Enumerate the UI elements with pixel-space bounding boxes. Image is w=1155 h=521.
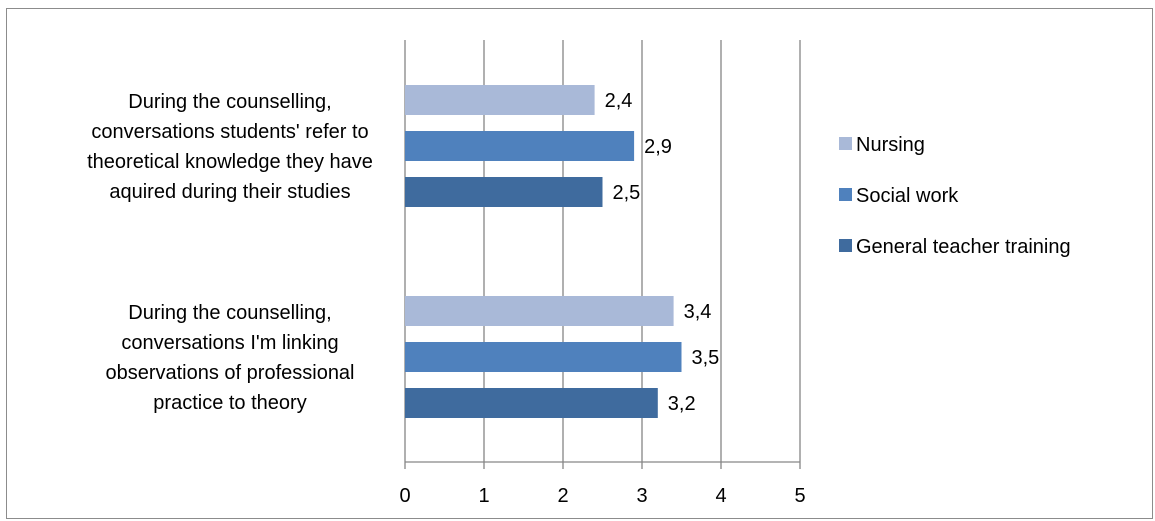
bar [405, 131, 635, 161]
legend-swatch [839, 188, 852, 201]
data-labels: 2,4 2,9 2,5 3,4 3,5 3,2 [605, 90, 720, 415]
legend-swatch [839, 137, 852, 150]
category-label: During the counselling, [128, 91, 331, 113]
x-tick-label: 1 [478, 485, 489, 507]
data-label: 2,5 [613, 182, 641, 204]
data-label: 3,4 [684, 301, 712, 323]
x-tick-label: 5 [794, 485, 805, 507]
legend-label: Social work [856, 185, 959, 207]
legend-label: General teacher training [856, 236, 1071, 258]
bar [405, 177, 603, 207]
bar [405, 85, 595, 115]
x-tick-label: 2 [557, 485, 568, 507]
bars [405, 85, 682, 418]
data-label: 2,4 [605, 90, 633, 112]
category-label: During the counselling, [128, 302, 331, 324]
bar [405, 296, 674, 326]
category-label: theoretical knowledge they have [87, 151, 373, 173]
x-tick-label: 3 [636, 485, 647, 507]
category-label: aquired during their studies [109, 181, 350, 203]
bar [405, 342, 682, 372]
category-label: conversations I'm linking [121, 332, 338, 354]
category-label: conversations students' refer to [91, 121, 368, 143]
data-label: 3,2 [668, 393, 696, 415]
legend-swatch [839, 239, 852, 252]
legend: Nursing Social work General teacher traini… [839, 134, 1071, 258]
x-tick-label: 4 [715, 485, 726, 507]
x-axis-tick-labels: 0 1 2 3 4 5 [399, 485, 805, 507]
data-label: 3,5 [692, 347, 720, 369]
legend-label: Nursing [856, 134, 925, 156]
category-label: practice to theory [153, 392, 306, 414]
bar [405, 388, 658, 418]
x-tick-label: 0 [399, 485, 410, 507]
data-label: 2,9 [644, 136, 672, 158]
category-label: observations of professional [105, 362, 354, 384]
category-labels: During the counselling, conversations stu… [87, 91, 373, 414]
